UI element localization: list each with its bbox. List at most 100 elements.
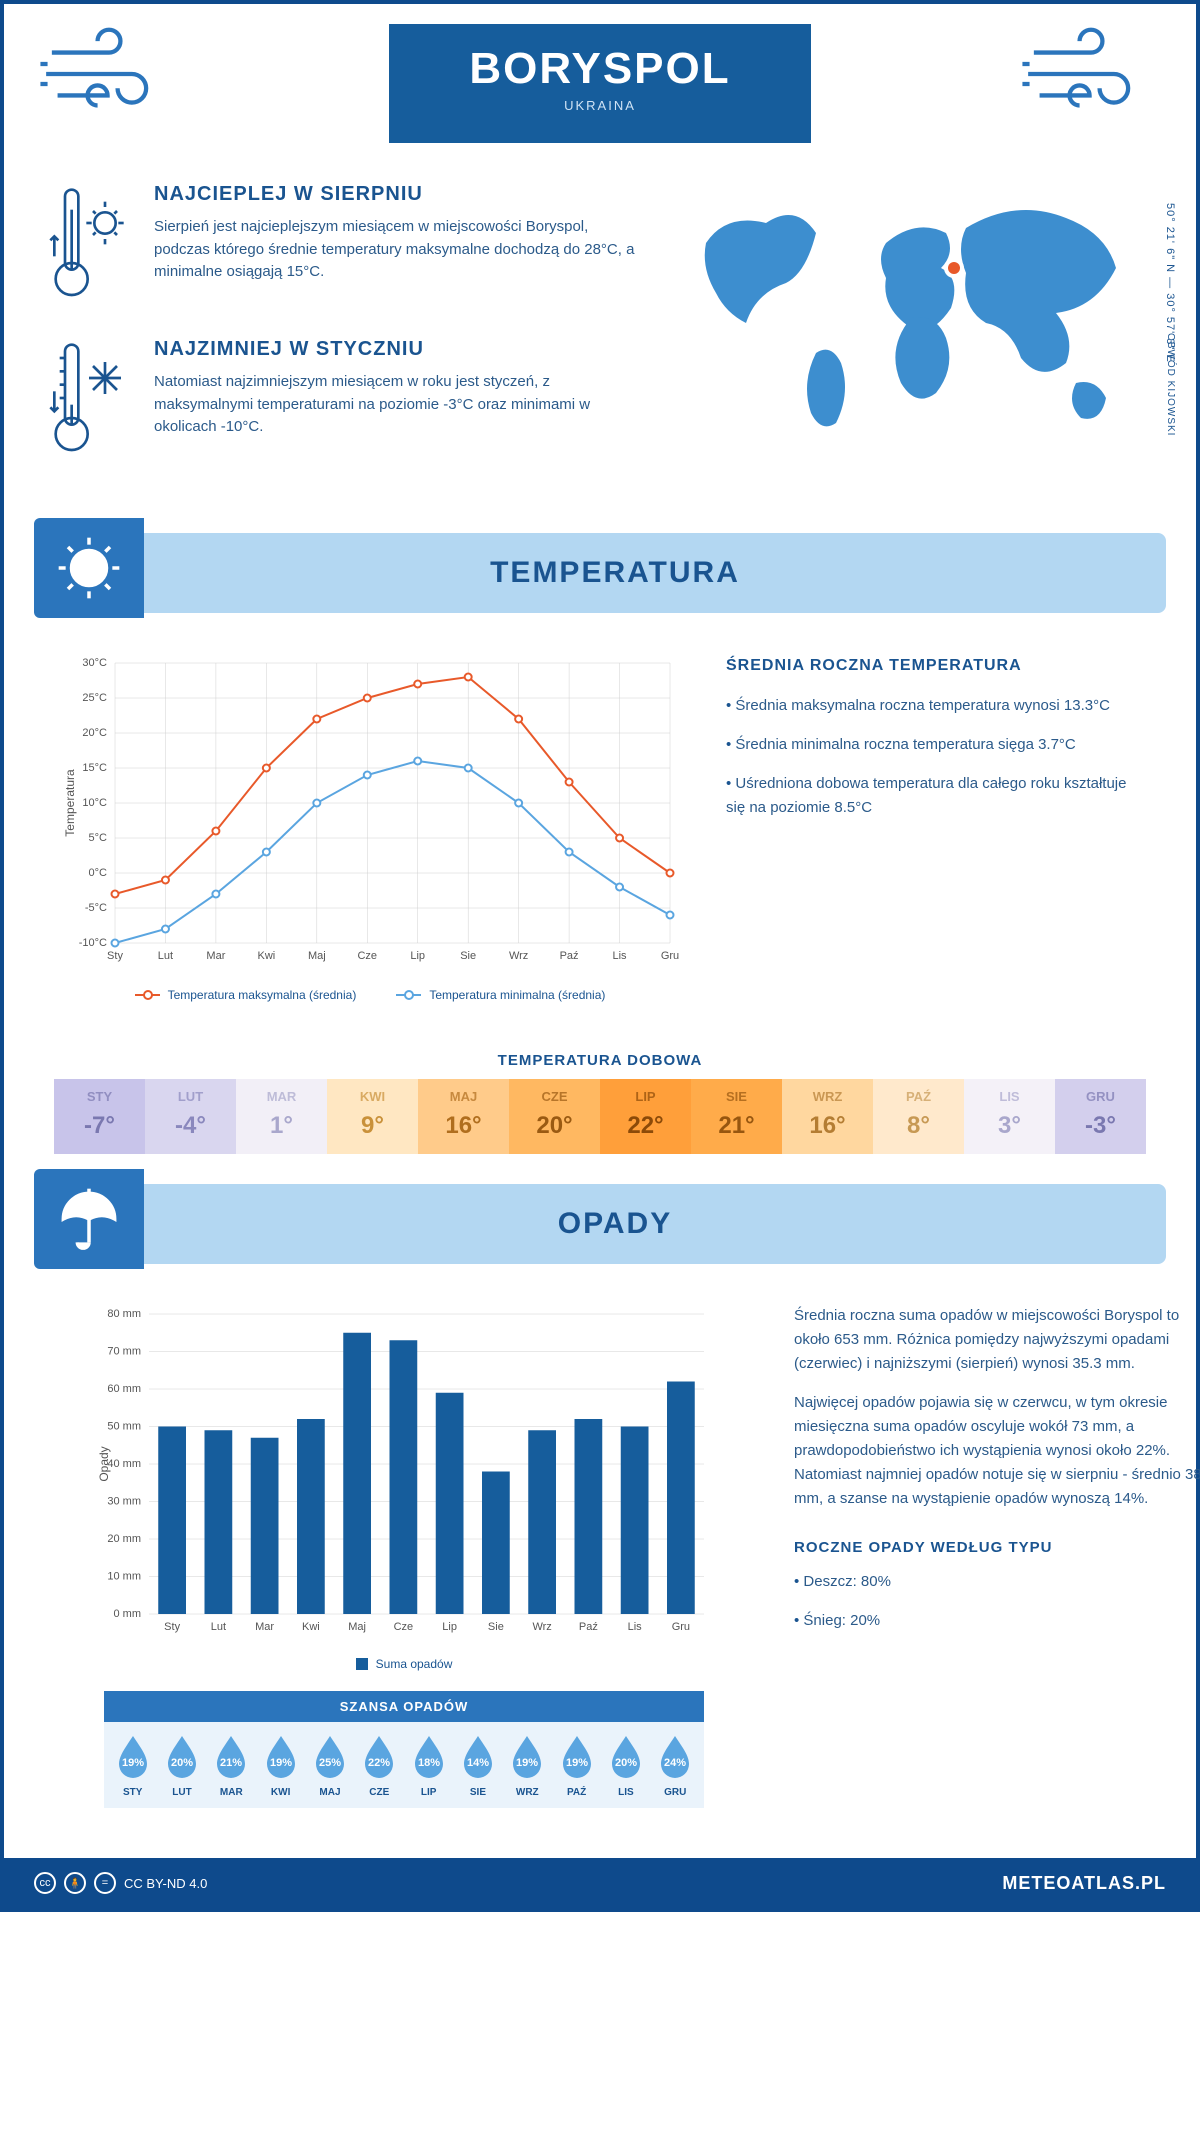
- thermometer-hot-icon: [44, 183, 134, 303]
- license-text: CC BY-ND 4.0: [124, 1876, 207, 1891]
- svg-text:Temperatura: Temperatura: [63, 769, 77, 837]
- svg-text:18%: 18%: [418, 1757, 440, 1769]
- umbrella-icon: [54, 1184, 124, 1254]
- daily-cell: LIP22°: [600, 1079, 691, 1154]
- svg-text:19%: 19%: [122, 1757, 144, 1769]
- precip-legend-label: Suma opadów: [376, 1657, 453, 1671]
- svg-text:Cze: Cze: [394, 1621, 414, 1633]
- svg-text:Mar: Mar: [206, 950, 225, 962]
- daily-cell: WRZ16°: [782, 1079, 873, 1154]
- type-bullet: Deszcz: 80%: [794, 1570, 1200, 1594]
- svg-text:Lip: Lip: [410, 950, 425, 962]
- precipitation-title: OPADY: [164, 1207, 1166, 1241]
- svg-text:0 mm: 0 mm: [114, 1608, 142, 1620]
- intro-section: NAJCIEPLEJ W SIERPNIU Sierpień jest najc…: [4, 153, 1196, 523]
- svg-text:20 mm: 20 mm: [107, 1533, 141, 1545]
- map-wrap: 50° 21' 6" N — 30° 57' 3" E OBWÓD KIJOWS…: [676, 183, 1156, 493]
- svg-text:25%: 25%: [319, 1757, 341, 1769]
- legend-min-label: Temperatura minimalna (średnia): [429, 988, 605, 1002]
- license: cc 🧍 = CC BY-ND 4.0: [34, 1872, 207, 1894]
- svg-text:20%: 20%: [615, 1757, 637, 1769]
- temp-bullet: Uśredniona dobowa temperatura dla całego…: [726, 772, 1146, 820]
- precip-text-1: Średnia roczna suma opadów w miejscowośc…: [794, 1304, 1200, 1376]
- temperature-summary: ŚREDNIA ROCZNA TEMPERATURA Średnia maksy…: [726, 653, 1146, 1002]
- svg-text:19%: 19%: [566, 1757, 588, 1769]
- hottest-text: Sierpień jest najcieplejszym miesiącem w…: [154, 216, 646, 284]
- svg-text:60 mm: 60 mm: [107, 1383, 141, 1395]
- svg-text:Paź: Paź: [560, 950, 579, 962]
- svg-text:30°C: 30°C: [82, 657, 107, 669]
- svg-text:24%: 24%: [664, 1757, 686, 1769]
- svg-text:25°C: 25°C: [82, 692, 107, 704]
- temperature-banner: TEMPERATURA: [34, 533, 1166, 613]
- chance-cell: 19% PAŹ: [552, 1734, 601, 1798]
- chance-cell: 19% KWI: [256, 1734, 305, 1798]
- daily-cell: PAŹ8°: [873, 1079, 964, 1154]
- svg-text:Lis: Lis: [628, 1621, 643, 1633]
- precipitation-banner: OPADY: [34, 1184, 1166, 1264]
- chance-cell: 25% MAJ: [305, 1734, 354, 1798]
- type-bullet: Śnieg: 20%: [794, 1609, 1200, 1633]
- svg-text:20°C: 20°C: [82, 727, 107, 739]
- daily-temp-title: TEMPERATURA DOBOWA: [4, 1052, 1196, 1069]
- chance-table: SZANSA OPADÓW 19% STY 20% LUT 21% MAR 19…: [104, 1691, 704, 1808]
- svg-text:22%: 22%: [368, 1757, 390, 1769]
- svg-text:Maj: Maj: [348, 1621, 366, 1633]
- svg-text:-10°C: -10°C: [79, 937, 107, 949]
- svg-text:Gru: Gru: [672, 1621, 690, 1633]
- precip-type-title: ROCZNE OPADY WEDŁUG TYPU: [794, 1536, 1200, 1560]
- precip-legend: Suma opadów: [54, 1657, 754, 1671]
- cc-icon: cc: [34, 1872, 56, 1894]
- svg-text:30 mm: 30 mm: [107, 1496, 141, 1508]
- daily-cell: CZE20°: [509, 1079, 600, 1154]
- svg-text:Wrz: Wrz: [532, 1621, 551, 1633]
- svg-text:Cze: Cze: [357, 950, 377, 962]
- chance-cell: 18% LIP: [404, 1734, 453, 1798]
- daily-cell: GRU-3°: [1055, 1079, 1146, 1154]
- svg-text:Mar: Mar: [255, 1621, 274, 1633]
- coldest-text: Natomiast najzimniejszym miesiącem w rok…: [154, 371, 646, 439]
- svg-text:Lis: Lis: [613, 950, 628, 962]
- svg-text:14%: 14%: [467, 1757, 489, 1769]
- svg-text:50 mm: 50 mm: [107, 1421, 141, 1433]
- svg-text:-5°C: -5°C: [85, 902, 107, 914]
- chance-cell: 20% LUT: [157, 1734, 206, 1798]
- chance-title: SZANSA OPADÓW: [104, 1691, 704, 1722]
- by-icon: 🧍: [64, 1872, 86, 1894]
- temperature-title: TEMPERATURA: [164, 556, 1166, 590]
- svg-text:Lip: Lip: [442, 1621, 457, 1633]
- daily-cell: MAJ16°: [418, 1079, 509, 1154]
- svg-text:19%: 19%: [516, 1757, 538, 1769]
- svg-text:Sie: Sie: [488, 1621, 504, 1633]
- chance-cell: 21% MAR: [207, 1734, 256, 1798]
- svg-text:0°C: 0°C: [89, 867, 108, 879]
- svg-text:10 mm: 10 mm: [107, 1571, 141, 1583]
- svg-text:15°C: 15°C: [82, 762, 107, 774]
- nd-icon: =: [94, 1872, 116, 1894]
- chance-cell: 20% LIS: [601, 1734, 650, 1798]
- sun-icon: [54, 533, 124, 603]
- chance-cell: 19% STY: [108, 1734, 157, 1798]
- coldest-title: NAJZIMNIEJ W STYCZNIU: [154, 338, 646, 361]
- chance-cell: 22% CZE: [355, 1734, 404, 1798]
- svg-text:Sty: Sty: [107, 950, 123, 962]
- coldest-block: NAJZIMNIEJ W STYCZNIU Natomiast najzimni…: [44, 338, 646, 458]
- world-map: [676, 183, 1156, 463]
- svg-text:Paź: Paź: [579, 1621, 598, 1633]
- chance-cell: 24% GRU: [651, 1734, 700, 1798]
- svg-text:19%: 19%: [270, 1757, 292, 1769]
- hottest-title: NAJCIEPLEJ W SIERPNIU: [154, 183, 646, 206]
- region-label: OBWÓD KIJOWSKI: [1165, 333, 1176, 436]
- svg-text:Maj: Maj: [308, 950, 326, 962]
- svg-text:40 mm: 40 mm: [107, 1458, 141, 1470]
- svg-text:Kwi: Kwi: [302, 1621, 320, 1633]
- svg-text:21%: 21%: [220, 1757, 242, 1769]
- temperature-chart: -10°C-5°C0°C5°C10°C15°C20°C25°C30°CStyLu…: [54, 653, 686, 1002]
- svg-text:70 mm: 70 mm: [107, 1346, 141, 1358]
- svg-text:Kwi: Kwi: [257, 950, 275, 962]
- daily-cell: LUT-4°: [145, 1079, 236, 1154]
- wind-icon-right: [1016, 24, 1166, 124]
- city-name: BORYSPOL: [469, 44, 730, 94]
- svg-text:20%: 20%: [171, 1757, 193, 1769]
- daily-cell: SIE21°: [691, 1079, 782, 1154]
